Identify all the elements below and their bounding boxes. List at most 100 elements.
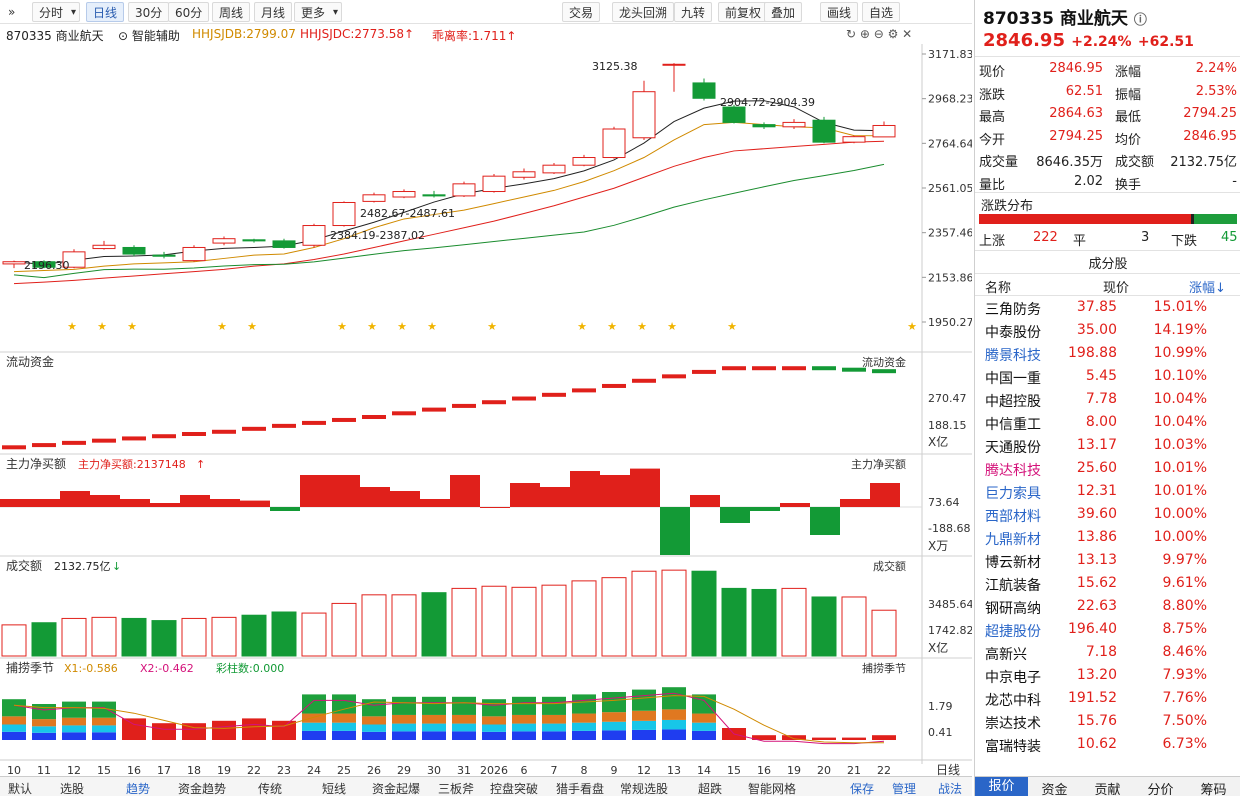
member-row[interactable]: 超捷股份 196.40 8.75% — [975, 618, 1240, 641]
smart-assist-toggle[interactable]: ⊙ 智能辅助 — [118, 29, 180, 43]
season-bar-part — [452, 723, 476, 732]
season-bar-part — [542, 731, 566, 740]
signal-star-icon: ★ — [397, 320, 407, 333]
member-price: 15.62 — [1076, 575, 1117, 591]
member-change: 10.00% — [1153, 506, 1207, 522]
date-tick-label: 18 — [187, 764, 201, 776]
member-row[interactable]: 西部材料 39.60 10.00% — [975, 503, 1240, 526]
quote-value: 62.51 — [1065, 83, 1103, 99]
bottom-action-0[interactable]: 保存 — [850, 782, 875, 796]
panel-tab-3[interactable]: 分价 — [1147, 783, 1174, 796]
member-name: 超捷股份 — [985, 624, 1041, 640]
candle-body — [392, 191, 416, 198]
chart-tool-icons[interactable]: ↻ ⊕ ⊖ ⚙ ✕ — [846, 27, 913, 41]
stock-chart[interactable]: 3171.83 2968.23 2764.64 2561.05 2357.46 2153.… — [0, 44, 972, 776]
template-tab-4[interactable]: 传统 — [258, 782, 283, 796]
member-row[interactable]: 江航装备 15.62 9.61% — [975, 572, 1240, 595]
member-row[interactable]: 富瑞特装 10.62 6.73% — [975, 733, 1240, 756]
panel-tab-4[interactable]: 筹码 — [1200, 783, 1227, 796]
template-tab-9[interactable]: 猎手看盘 — [556, 782, 605, 796]
net-value: 主力净买额:2137148 — [78, 457, 186, 471]
member-row[interactable]: 中京电子 13.20 7.93% — [975, 664, 1240, 687]
flow-bar — [482, 400, 506, 405]
panel-tab-2[interactable]: 贡献 — [1094, 783, 1121, 796]
period-tab-3[interactable]: 60分 — [168, 2, 210, 22]
member-row[interactable]: 腾景科技 198.88 10.99% — [975, 342, 1240, 365]
tool-button-0[interactable]: 交易 — [562, 2, 601, 22]
candle-body — [212, 238, 236, 244]
quote-value: 2.24% — [1195, 61, 1237, 76]
member-price: 13.13 — [1076, 552, 1117, 568]
template-tab-7[interactable]: 三板斧 — [438, 782, 475, 796]
member-name: 富瑞特装 — [985, 739, 1041, 755]
col-change[interactable]: 涨幅↓ — [1189, 281, 1226, 296]
template-tab-2[interactable]: 趋势 — [126, 782, 151, 796]
template-tab-3[interactable]: 资金趋势 — [178, 782, 227, 796]
period-tab-2[interactable]: 30分 — [128, 2, 170, 22]
tool-button-1[interactable]: 龙头回溯 — [612, 2, 675, 22]
member-row[interactable]: 腾达科技 25.60 10.01% — [975, 457, 1240, 480]
member-row[interactable]: 博云新材 13.13 9.97% — [975, 549, 1240, 572]
member-row[interactable]: 中超控股 7.78 10.04% — [975, 388, 1240, 411]
tool-button-2[interactable]: 九转 — [674, 2, 713, 22]
member-row[interactable]: 中信重工 8.00 10.04% — [975, 411, 1240, 434]
member-row[interactable]: 钢研高纳 22.63 8.80% — [975, 595, 1240, 618]
tool-button-5[interactable]: 画线 — [820, 2, 859, 22]
period-tab-6[interactable]: 更多 ▾ — [294, 2, 343, 22]
period-tab-4[interactable]: 周线 — [212, 2, 251, 22]
col-name[interactable]: 名称 — [985, 281, 1012, 296]
season-bar-part — [392, 723, 416, 732]
date-tick-label: 10 — [7, 764, 21, 776]
member-row[interactable]: 中泰股份 35.00 14.19% — [975, 319, 1240, 342]
bottom-action-2[interactable]: 战法 — [938, 782, 963, 796]
template-tab-1[interactable]: 选股 — [60, 782, 85, 796]
period-tab-0[interactable]: 分时 ▾ — [32, 2, 81, 22]
member-row[interactable]: 天通股份 13.17 10.03% — [975, 434, 1240, 457]
signal-star-icon: ★ — [247, 320, 257, 333]
tool-button-3[interactable]: 前复权 — [718, 2, 769, 22]
member-row[interactable]: 高新兴 7.18 8.46% — [975, 641, 1240, 664]
member-row[interactable]: 九鼎新材 13.86 10.00% — [975, 526, 1240, 549]
template-tab-10[interactable]: 常规选股 — [620, 782, 669, 796]
signal-star-icon: ★ — [637, 320, 647, 333]
member-row[interactable]: 三角防务 37.85 15.01% — [975, 296, 1240, 319]
net-bar — [690, 495, 720, 507]
template-tab-0[interactable]: 默认 — [8, 782, 33, 796]
member-row[interactable]: 崇达技术 15.76 7.50% — [975, 710, 1240, 733]
season-bar-part — [662, 709, 686, 720]
candle-body — [332, 201, 356, 227]
template-tab-6[interactable]: 资金起爆 — [372, 782, 421, 796]
member-change: 9.97% — [1162, 552, 1207, 568]
member-row[interactable]: 龙芯中科 191.52 7.76% — [975, 687, 1240, 710]
signal-star-icon: ★ — [97, 320, 107, 333]
template-tab-5[interactable]: 短线 — [322, 782, 347, 796]
net-bar — [450, 475, 480, 507]
quote-label: 成交额 — [1115, 155, 1155, 170]
period-tab-1[interactable]: 日线 — [86, 2, 125, 22]
season-bar-part — [62, 732, 86, 740]
member-change: 8.80% — [1162, 598, 1207, 614]
template-tab-11[interactable]: 超跌 — [698, 782, 723, 796]
panel-tab-0[interactable]: 报价 — [975, 777, 1028, 796]
season-bar-part — [92, 717, 116, 726]
expand-icon[interactable]: » — [8, 5, 16, 19]
season-bar-part — [2, 724, 26, 732]
date-tick-label: 9 — [611, 764, 618, 776]
net-bar — [30, 499, 60, 507]
turnover-bar — [691, 570, 717, 657]
quote-row: 今开 2794.25 均价 2846.95 — [975, 126, 1240, 148]
quote-label: 现价 — [979, 65, 1006, 80]
template-tab-8[interactable]: 控盘突破 — [490, 782, 539, 796]
season-bar-part — [2, 731, 26, 740]
season-bar-part — [422, 723, 446, 732]
tool-button-4[interactable]: 叠加 — [764, 2, 803, 22]
period-tab-5[interactable]: 月线 — [254, 2, 293, 22]
template-tab-12[interactable]: 智能网格 — [748, 782, 797, 796]
member-row[interactable]: 巨力索具 12.31 10.01% — [975, 480, 1240, 503]
panel-tab-1[interactable]: 资金 — [1041, 783, 1068, 796]
col-price[interactable]: 现价 — [1103, 281, 1130, 296]
tool-button-6[interactable]: 自选 — [862, 2, 901, 22]
member-row[interactable]: 中国一重 5.45 10.10% — [975, 365, 1240, 388]
chevron-down-icon: ▾ — [70, 7, 77, 18]
bottom-action-1[interactable]: 管理 — [892, 782, 917, 796]
